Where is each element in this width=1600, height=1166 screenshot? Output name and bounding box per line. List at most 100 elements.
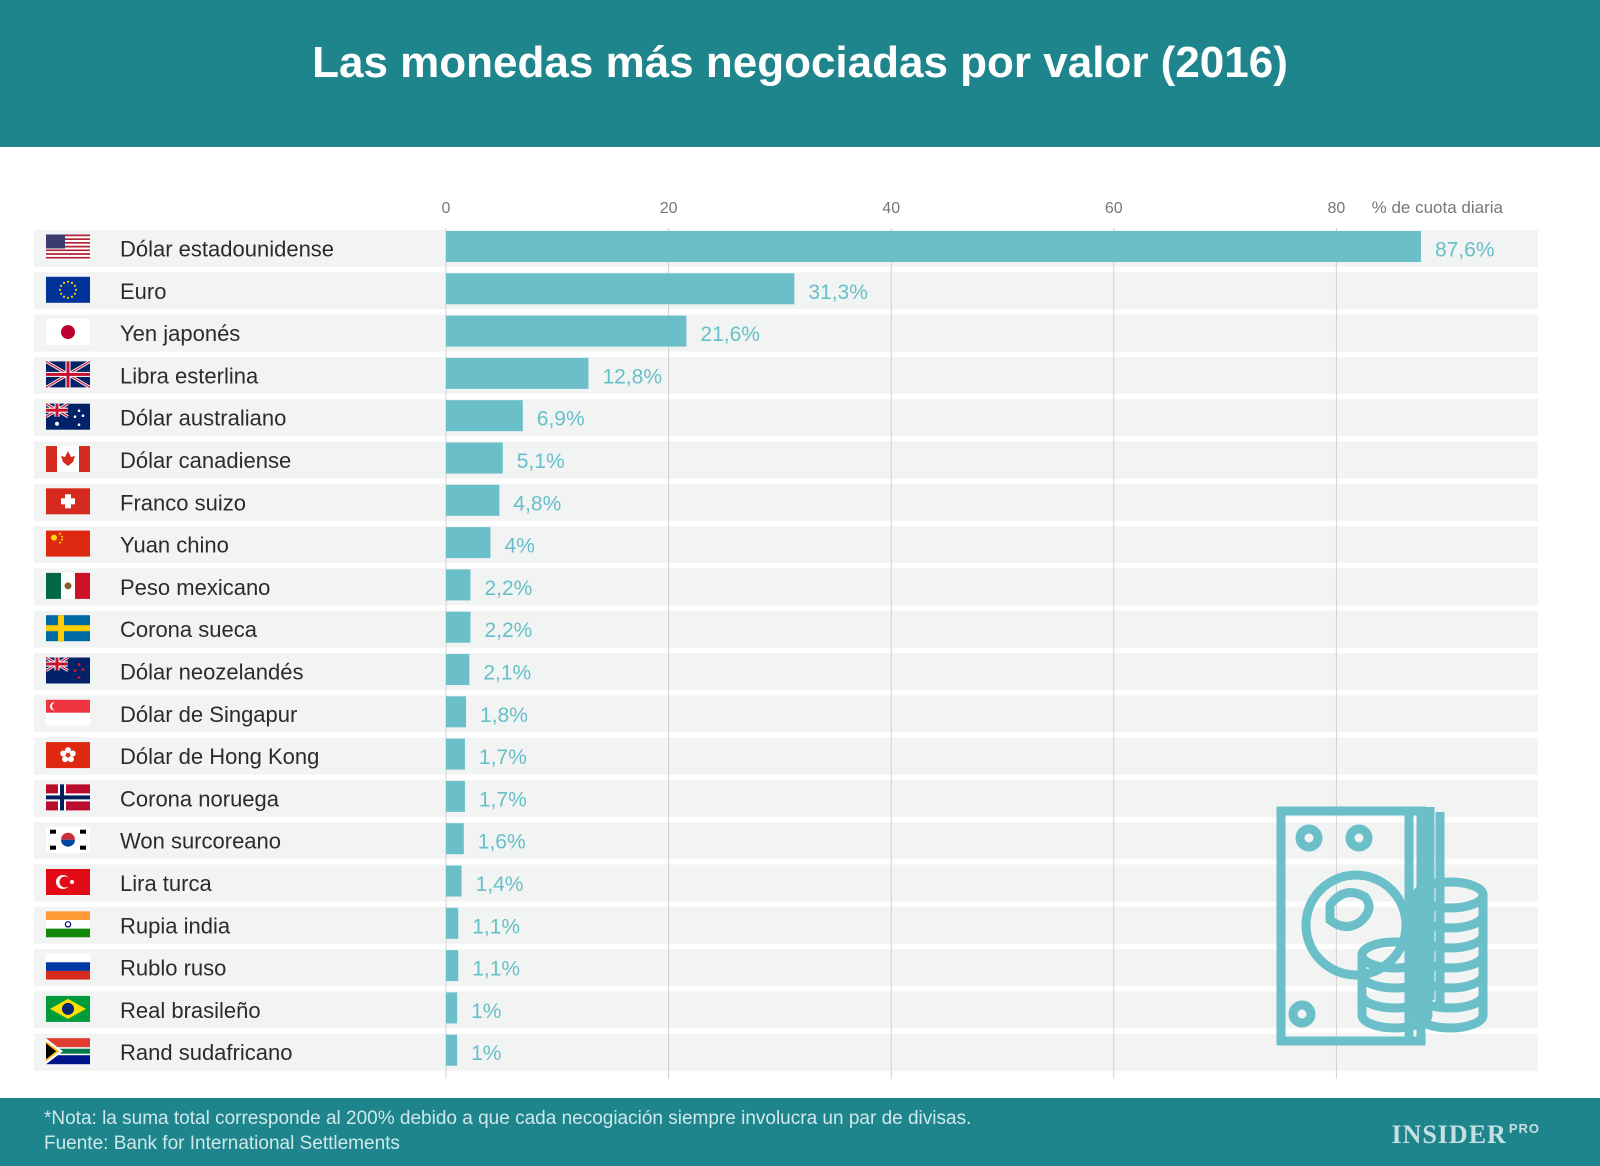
- category-label: Dólar australiano: [120, 406, 286, 431]
- bar-1: [446, 273, 795, 305]
- hong-kong-flag-icon: [46, 742, 90, 769]
- bar-10: [446, 654, 470, 685]
- money-coins-icon: [1276, 806, 1488, 1046]
- row-band: [34, 441, 1538, 479]
- value-labels: 87,6% 31,3% 21,6% 12,8% 6,9% 5,1% 4,8% 4% 2,2% 2,…: [471, 239, 1494, 1066]
- category-label: Yuan chino: [120, 533, 229, 558]
- row-band: [34, 991, 1538, 1029]
- x-tick-label: 0: [442, 200, 451, 217]
- value-label: 21,6%: [700, 323, 760, 346]
- uk-flag-icon: [45, 360, 91, 389]
- bar-5: [446, 442, 503, 474]
- x-axis-label: % de cuota diaria: [1372, 198, 1504, 217]
- row-band: [34, 737, 1538, 775]
- row-band: [34, 399, 1538, 437]
- x-axis: 0 20 40 60 80 % de cuota diaria: [442, 198, 1504, 217]
- row-band: [34, 314, 1538, 352]
- row-band: [34, 653, 1538, 690]
- bar-2: [446, 315, 687, 347]
- value-label: 87,6%: [1435, 239, 1495, 262]
- x-tick-label: 20: [660, 200, 678, 217]
- value-label: 4,8%: [513, 492, 561, 515]
- russia-flag-icon: [46, 953, 90, 980]
- south-korea-flag-icon: [46, 826, 90, 853]
- sweden-flag-icon: [46, 615, 90, 642]
- india-flag-icon: [46, 911, 90, 938]
- row-band: [34, 949, 1538, 987]
- value-label: 12,8%: [602, 365, 662, 388]
- category-label: Yen japonés: [120, 321, 240, 346]
- bar-6: [446, 484, 500, 516]
- header-banner: Las monedas más negociadas por valor (20…: [0, 0, 1600, 147]
- us-flag-icon: [46, 234, 90, 261]
- mexico-flag-icon: [46, 572, 90, 599]
- value-label: 1,6%: [478, 831, 526, 854]
- value-label: 1%: [471, 1042, 501, 1065]
- x-tick-label: 60: [1105, 200, 1123, 217]
- logo-text: INSIDER: [1391, 1120, 1507, 1149]
- new-zealand-flag-icon: [45, 656, 90, 684]
- singapore-flag-icon: [46, 699, 90, 726]
- category-label: Lira turca: [120, 871, 212, 896]
- bar-19: [446, 1034, 458, 1066]
- category-label: Dólar estadounidense: [120, 237, 334, 262]
- china-flag-icon: [46, 530, 90, 557]
- row-band: [34, 483, 1538, 521]
- category-label: Dólar de Hong Kong: [120, 744, 319, 769]
- bar-12: [446, 738, 465, 770]
- switzerland-flag-icon: [46, 488, 90, 515]
- turkey-flag-icon: [46, 869, 90, 895]
- category-label: Rublo ruso: [120, 956, 226, 981]
- bar-18: [446, 992, 458, 1024]
- bar-11: [446, 696, 467, 728]
- row-band: [34, 610, 1538, 648]
- footer-banner: *Nota: la suma total corresponde al 200%…: [0, 1098, 1600, 1166]
- value-label: 1,1%: [472, 958, 520, 981]
- logo-suffix: PRO: [1508, 1121, 1540, 1137]
- category-label: Rand sudafricano: [120, 1040, 292, 1065]
- value-label: 1,7%: [479, 788, 527, 811]
- category-label: Peso mexicano: [120, 575, 270, 600]
- bar-14: [446, 823, 464, 855]
- category-label: Corona noruega: [120, 786, 280, 811]
- row-band: [34, 906, 1538, 944]
- category-label: Rupia india: [120, 913, 231, 938]
- category-label: Euro: [120, 279, 166, 304]
- row-band: [34, 356, 1538, 394]
- bar-0: [446, 231, 1421, 262]
- value-label: 5,1%: [517, 450, 565, 473]
- brazil-flag-icon: [46, 995, 90, 1022]
- bar-3: [446, 357, 589, 389]
- bar-15: [446, 865, 462, 897]
- bar-8: [446, 569, 471, 601]
- bar-4: [446, 400, 523, 432]
- row-band: [34, 822, 1538, 860]
- bar-17: [446, 950, 459, 982]
- value-label: 1,4%: [476, 873, 524, 896]
- footnote: *Nota: la suma total corresponde al 200%…: [44, 1108, 972, 1129]
- category-labels: Dólar estadounidense Euro Yen japonés Libra…: [120, 237, 334, 1066]
- category-label: Franco suizo: [120, 490, 246, 515]
- category-label: Libra esterlina: [120, 363, 259, 388]
- value-label: 6,9%: [537, 408, 585, 431]
- canada-flag-icon: [46, 446, 90, 472]
- value-label: 1,7%: [479, 746, 527, 769]
- row-band: [34, 864, 1538, 902]
- norway-flag-icon: [46, 784, 90, 811]
- bar-9: [446, 611, 471, 643]
- eu-flag-icon: [46, 276, 90, 303]
- x-tick-label: 80: [1328, 200, 1346, 217]
- bar-7: [446, 527, 491, 559]
- bar-13: [446, 780, 465, 812]
- bar-16: [446, 907, 459, 939]
- value-label: 4%: [505, 535, 535, 558]
- category-label: Dólar de Singapur: [120, 702, 297, 727]
- chart-title: Las monedas más negociadas por valor (20…: [312, 38, 1288, 87]
- category-label: Won surcoreano: [120, 829, 281, 854]
- value-label: 2,1%: [483, 662, 531, 685]
- value-label: 2,2%: [484, 619, 532, 642]
- category-label: Dólar canadiense: [120, 448, 291, 473]
- value-label: 1,8%: [480, 704, 528, 727]
- flag-icons: [45, 234, 91, 1065]
